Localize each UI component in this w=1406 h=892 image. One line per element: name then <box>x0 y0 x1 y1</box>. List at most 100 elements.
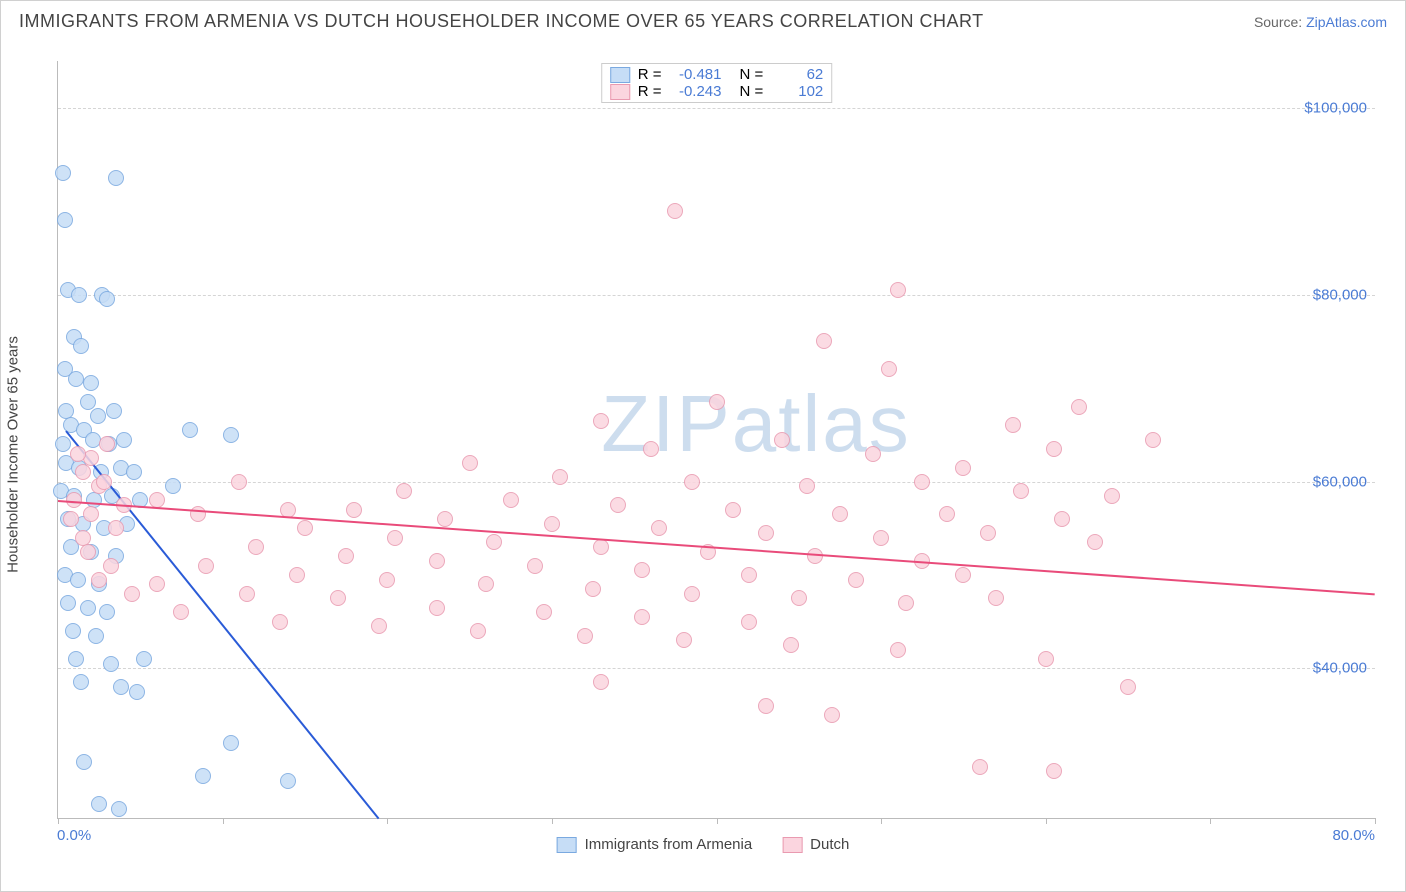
data-point-dutch <box>330 590 346 606</box>
source-link[interactable]: ZipAtlas.com <box>1306 14 1387 30</box>
data-point-dutch <box>593 539 609 555</box>
data-point-dutch <box>881 361 897 377</box>
chart-container: IMMIGRANTS FROM ARMENIA VS DUTCH HOUSEHO… <box>0 0 1406 892</box>
data-point-dutch <box>379 572 395 588</box>
data-point-dutch <box>610 497 626 513</box>
data-point-dutch <box>741 614 757 630</box>
data-point-armenia <box>108 170 124 186</box>
gridline <box>58 295 1375 296</box>
legend-series: Immigrants from ArmeniaDutch <box>557 836 850 853</box>
data-point-dutch <box>503 492 519 508</box>
data-point-dutch <box>149 576 165 592</box>
y-tick-label: $80,000 <box>1313 286 1367 303</box>
data-point-dutch <box>593 413 609 429</box>
trendline-armenia <box>65 431 379 820</box>
watermark-part1: ZIP <box>601 379 731 468</box>
data-point-dutch <box>890 282 906 298</box>
data-point-dutch <box>791 590 807 606</box>
legend-r-label: R = <box>638 66 662 83</box>
data-point-dutch <box>1038 651 1054 667</box>
data-point-dutch <box>103 558 119 574</box>
data-point-dutch <box>684 474 700 490</box>
data-point-armenia <box>90 408 106 424</box>
legend-correlation: R =-0.481N =62R =-0.243N =102 <box>601 63 833 103</box>
data-point-dutch <box>239 586 255 602</box>
data-point-armenia <box>106 403 122 419</box>
data-point-dutch <box>437 511 453 527</box>
data-point-dutch <box>816 333 832 349</box>
x-axis-min-label: 0.0% <box>57 827 91 847</box>
gridline <box>58 482 1375 483</box>
data-point-dutch <box>1087 534 1103 550</box>
legend-n-label: N = <box>740 66 764 83</box>
data-point-dutch <box>1054 511 1070 527</box>
data-point-dutch <box>272 614 288 630</box>
data-point-dutch <box>684 586 700 602</box>
data-point-dutch <box>890 642 906 658</box>
legend-r-value: -0.243 <box>670 83 722 100</box>
data-point-dutch <box>873 530 889 546</box>
swatch-armenia <box>610 67 630 83</box>
legend-r-label: R = <box>638 83 662 100</box>
data-point-armenia <box>65 623 81 639</box>
legend-series-dutch: Dutch <box>782 836 849 853</box>
x-tick <box>1046 818 1047 824</box>
data-point-dutch <box>725 502 741 518</box>
data-point-armenia <box>80 600 96 616</box>
data-point-armenia <box>103 656 119 672</box>
data-point-armenia <box>68 371 84 387</box>
data-point-dutch <box>585 581 601 597</box>
data-point-dutch <box>173 604 189 620</box>
data-point-dutch <box>231 474 247 490</box>
swatch-armenia <box>557 837 577 853</box>
data-point-dutch <box>108 520 124 536</box>
legend-series-label: Dutch <box>810 836 849 853</box>
data-point-armenia <box>129 684 145 700</box>
data-point-dutch <box>63 511 79 527</box>
data-point-dutch <box>651 520 667 536</box>
data-point-armenia <box>223 735 239 751</box>
data-point-armenia <box>136 651 152 667</box>
data-point-dutch <box>972 759 988 775</box>
source-attribution: Source: ZipAtlas.com <box>1254 14 1387 30</box>
data-point-armenia <box>113 679 129 695</box>
data-point-armenia <box>195 768 211 784</box>
data-point-dutch <box>297 520 313 536</box>
data-point-dutch <box>939 506 955 522</box>
data-point-armenia <box>73 338 89 354</box>
data-point-armenia <box>76 754 92 770</box>
data-point-armenia <box>280 773 296 789</box>
data-point-dutch <box>593 674 609 690</box>
data-point-armenia <box>88 628 104 644</box>
data-point-dutch <box>955 460 971 476</box>
data-point-dutch <box>198 558 214 574</box>
x-tick <box>387 818 388 824</box>
data-point-dutch <box>741 567 757 583</box>
data-point-dutch <box>774 432 790 448</box>
data-point-armenia <box>71 287 87 303</box>
x-tick <box>717 818 718 824</box>
plot-area: ZIPatlas R =-0.481N =62R =-0.243N =102 $… <box>57 61 1375 819</box>
data-point-dutch <box>346 502 362 518</box>
data-point-dutch <box>486 534 502 550</box>
data-point-armenia <box>55 436 71 452</box>
data-point-dutch <box>865 446 881 462</box>
data-point-dutch <box>338 548 354 564</box>
data-point-armenia <box>182 422 198 438</box>
data-point-dutch <box>898 595 914 611</box>
data-point-dutch <box>758 525 774 541</box>
data-point-dutch <box>248 539 264 555</box>
data-point-dutch <box>75 464 91 480</box>
data-point-dutch <box>1013 483 1029 499</box>
swatch-dutch <box>610 84 630 100</box>
data-point-dutch <box>676 632 692 648</box>
watermark-part2: atlas <box>732 379 911 468</box>
y-tick-label: $40,000 <box>1313 660 1367 677</box>
data-point-dutch <box>1005 417 1021 433</box>
data-point-dutch <box>799 478 815 494</box>
title-bar: IMMIGRANTS FROM ARMENIA VS DUTCH HOUSEHO… <box>1 1 1405 40</box>
data-point-dutch <box>462 455 478 471</box>
data-point-dutch <box>80 544 96 560</box>
legend-n-value: 102 <box>771 83 823 100</box>
data-point-armenia <box>80 394 96 410</box>
